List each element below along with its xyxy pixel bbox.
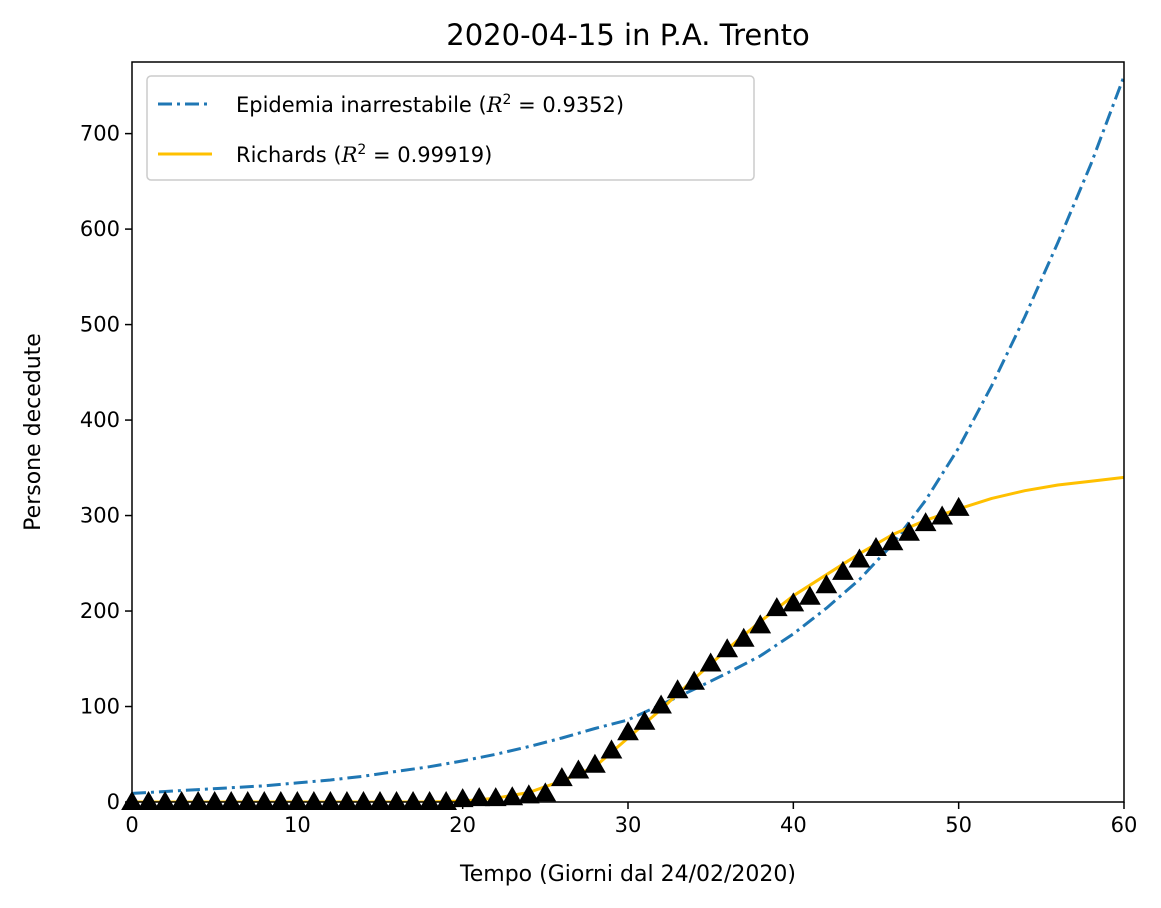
y-tick-label: 300 [80, 504, 120, 528]
data-point-marker [617, 721, 639, 741]
x-tick-label: 60 [1111, 813, 1138, 837]
data-point-marker [584, 753, 606, 773]
x-tick-label: 30 [615, 813, 642, 837]
x-tick-label: 40 [780, 813, 807, 837]
data-point-marker [369, 790, 391, 810]
data-point-marker [269, 790, 292, 810]
data-point-marker [236, 790, 259, 810]
legend-label-epidemia: Epidemia inarrestabile (R2 = 0.9352) [236, 92, 624, 117]
data-point-marker [650, 694, 672, 714]
data-point-marker [765, 597, 788, 617]
data-point-marker [865, 537, 887, 557]
chart-title: 2020-04-15 in P.A. Trento [446, 18, 809, 52]
data-point-marker [501, 786, 524, 806]
data-point-marker [418, 790, 441, 810]
legend-r2-value-epidemia: = 0.9352 [518, 93, 616, 117]
data-point-marker [732, 627, 755, 647]
x-axis-label: Tempo (Giorni dal 24/02/2020) [459, 862, 796, 887]
data-point-marker [336, 790, 358, 810]
legend: Epidemia inarrestabile (R2 = 0.9352) Ric… [146, 75, 755, 181]
data-point-marker [782, 592, 805, 612]
data-point-marker [799, 585, 821, 605]
data-point-marker [187, 790, 209, 810]
data-point-marker [666, 679, 689, 699]
y-tick-label: 0 [107, 790, 120, 814]
legend-r2-value-richards: = 0.99919 [373, 143, 484, 167]
y-tick-label: 400 [80, 408, 120, 432]
data-point-marker [402, 790, 424, 810]
data-point-marker [832, 560, 854, 580]
data-point-marker [947, 496, 970, 516]
y-tick-label: 200 [80, 599, 120, 623]
data-point-marker [881, 531, 904, 551]
data-point-marker [319, 790, 342, 810]
x-tick-label: 0 [125, 813, 138, 837]
legend-name-epidemia: Epidemia inarrestabile [236, 93, 472, 117]
legend-r2-symbol-richards: R [341, 143, 358, 167]
series-line-epidemia [132, 75, 1124, 795]
data-point-marker [898, 521, 920, 541]
data-point-marker [567, 759, 590, 779]
data-point-marker [551, 767, 573, 787]
y-tick-label: 500 [80, 313, 120, 337]
x-tick-label: 20 [449, 813, 476, 837]
legend-name-richards: Richards [236, 143, 327, 167]
y-tick-label: 700 [80, 122, 120, 146]
data-point-marker [683, 670, 705, 690]
data-point-marker [848, 548, 871, 568]
data-point-marker [600, 739, 623, 759]
data-point-marker [286, 790, 309, 810]
data-point-marker [633, 710, 656, 730]
data-point-marker [303, 790, 325, 810]
data-point-marker [253, 790, 276, 810]
data-point-marker [716, 638, 739, 658]
data-point-marker [914, 512, 937, 532]
legend-r2-symbol-epidemia: R [486, 93, 503, 117]
data-point-marker [220, 790, 243, 810]
data-point-marker [154, 790, 176, 810]
data-point-marker [749, 614, 772, 634]
data-point-marker [815, 574, 838, 594]
data-point-marker [203, 790, 226, 810]
y-axis-label: Persone decedute [21, 333, 46, 531]
y-tick-label: 600 [80, 217, 120, 241]
data-point-marker [435, 790, 457, 810]
y-tick-label: 100 [80, 695, 120, 719]
data-point-marker [931, 505, 953, 525]
data-point-marker [699, 652, 722, 672]
legend-box [146, 75, 755, 181]
data-point-marker [534, 782, 557, 802]
data-point-marker [170, 790, 193, 810]
x-tick-label: 50 [945, 813, 972, 837]
data-point-marker [352, 790, 375, 810]
data-point-marker [137, 790, 160, 810]
legend-label-richards: Richards (R2 = 0.99919) [236, 142, 492, 167]
x-tick-label: 10 [284, 813, 311, 837]
data-point-marker [517, 784, 540, 804]
data-point-marker [385, 790, 408, 810]
